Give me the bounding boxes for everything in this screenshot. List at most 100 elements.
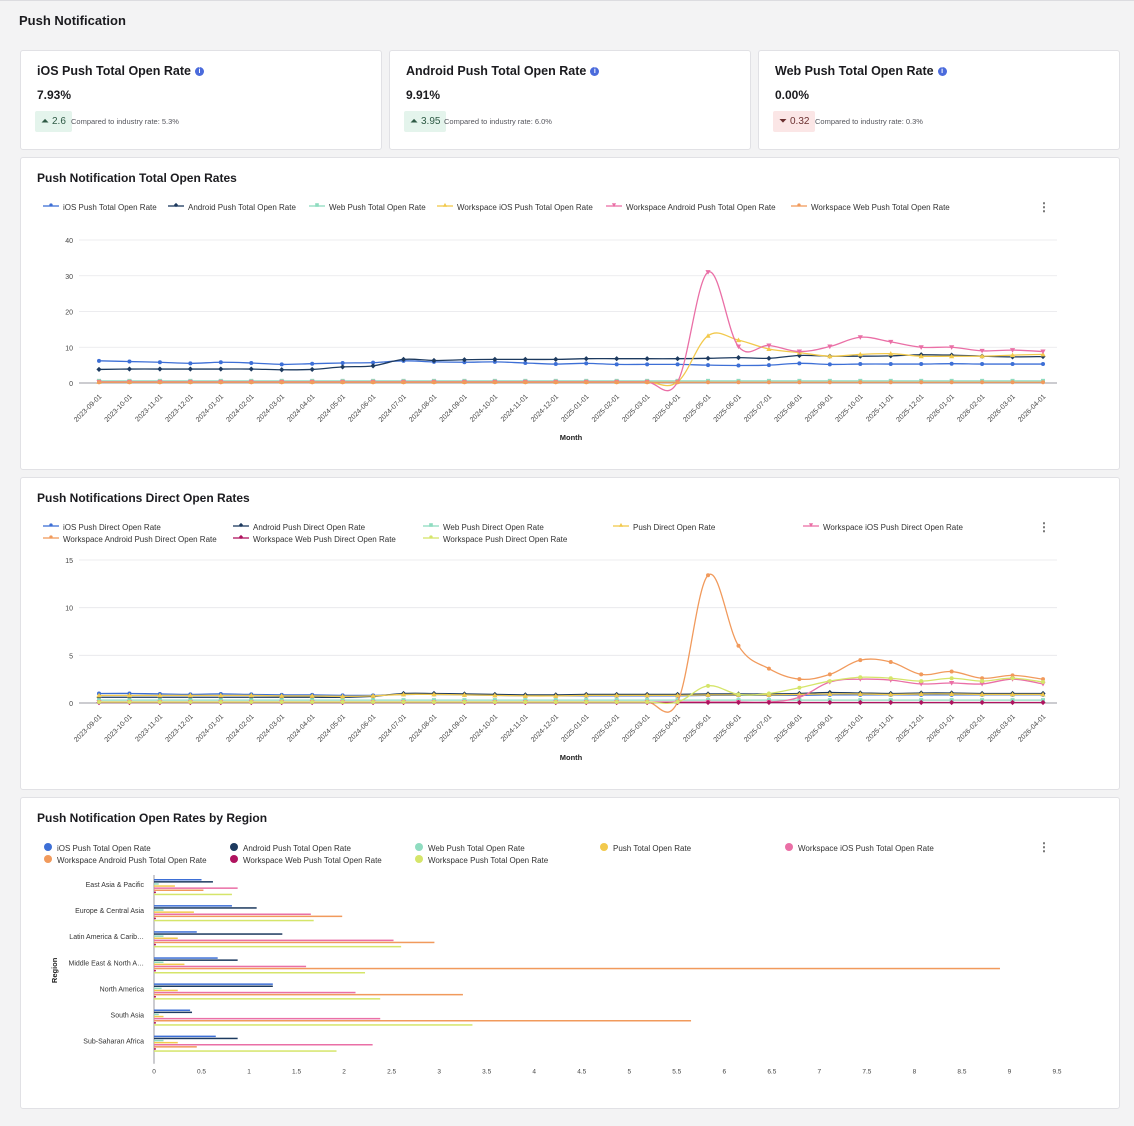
data-point[interactable] (492, 356, 498, 363)
data-point[interactable] (1041, 380, 1045, 385)
data-point[interactable] (1009, 352, 1016, 358)
data-point[interactable] (979, 348, 985, 354)
bar[interactable] (154, 917, 156, 920)
data-point[interactable] (431, 700, 436, 705)
data-point[interactable] (492, 692, 498, 698)
data-point[interactable] (674, 356, 681, 362)
data-point[interactable] (522, 356, 528, 363)
data-point[interactable] (614, 700, 619, 705)
data-point[interactable] (97, 358, 101, 363)
data-point[interactable] (370, 363, 376, 369)
data-point[interactable] (309, 693, 315, 698)
legend-item[interactable]: Workspace Web Push Total Open Rate (791, 202, 950, 212)
data-point[interactable] (766, 343, 772, 349)
data-point[interactable] (553, 362, 558, 367)
bar[interactable] (154, 989, 178, 992)
data-point[interactable] (310, 700, 315, 705)
data-point[interactable] (645, 380, 650, 385)
data-point[interactable] (949, 361, 954, 366)
bar[interactable] (154, 883, 159, 885)
legend-item[interactable]: Workspace Push Direct Open Rate (423, 534, 567, 544)
legend-item[interactable]: Workspace Android Push Total Open Rate (43, 854, 207, 866)
bar[interactable] (154, 935, 164, 937)
bar[interactable] (154, 1041, 178, 1044)
data-point[interactable] (979, 353, 985, 359)
data-point[interactable] (157, 366, 163, 372)
data-point[interactable] (279, 693, 285, 698)
data-point[interactable] (735, 355, 742, 361)
data-point[interactable] (584, 380, 589, 385)
bar[interactable] (154, 961, 164, 964)
data-point[interactable] (706, 683, 711, 688)
data-point[interactable] (796, 695, 802, 700)
data-point[interactable] (827, 362, 832, 367)
more-options-icon[interactable]: ⋮ (1038, 520, 1050, 534)
legend-item[interactable]: Workspace Android Push Direct Open Rate (43, 534, 217, 544)
data-point[interactable] (766, 380, 771, 385)
data-point[interactable] (614, 356, 620, 362)
bar[interactable] (154, 1050, 337, 1052)
data-point[interactable] (1041, 362, 1045, 367)
bar[interactable] (154, 1035, 216, 1038)
data-point[interactable] (279, 700, 284, 705)
bar[interactable] (154, 969, 156, 972)
data-point[interactable] (553, 700, 558, 705)
data-point[interactable] (796, 349, 802, 355)
legend-item[interactable]: Workspace Push Total Open Rate (414, 854, 548, 866)
data-point[interactable] (431, 357, 437, 364)
data-point[interactable] (645, 362, 650, 367)
data-point[interactable] (614, 692, 620, 698)
data-point[interactable] (523, 360, 528, 365)
info-icon[interactable]: i (590, 66, 600, 76)
data-point[interactable] (949, 691, 955, 696)
legend-item[interactable]: Android Push Total Open Rate (168, 202, 296, 212)
legend-item[interactable]: Workspace Web Push Total Open Rate (229, 854, 382, 866)
data-point[interactable] (309, 366, 315, 373)
data-point[interactable] (584, 361, 589, 366)
data-point[interactable] (949, 680, 955, 686)
data-point[interactable] (584, 700, 589, 705)
data-point[interactable] (1009, 691, 1016, 697)
bar[interactable] (154, 945, 402, 948)
bar[interactable] (154, 1048, 156, 1050)
legend-item[interactable]: Workspace Web Push Direct Open Rate (233, 534, 396, 544)
bar[interactable] (154, 1024, 473, 1026)
data-point[interactable] (979, 681, 985, 687)
data-point[interactable] (888, 660, 893, 665)
data-point[interactable] (370, 693, 376, 698)
bar[interactable] (154, 965, 307, 968)
data-point[interactable] (279, 362, 284, 367)
data-point[interactable] (310, 380, 315, 385)
bar[interactable] (154, 891, 156, 894)
bar[interactable] (154, 911, 194, 913)
data-point[interactable] (888, 380, 893, 385)
data-point[interactable] (980, 380, 985, 385)
bar[interactable] (154, 939, 394, 942)
data-point[interactable] (553, 693, 559, 698)
bar[interactable] (154, 881, 213, 883)
data-point[interactable] (279, 367, 285, 373)
data-point[interactable] (157, 380, 162, 385)
data-point[interactable] (583, 356, 589, 362)
data-point[interactable] (187, 366, 193, 372)
data-point[interactable] (918, 691, 924, 696)
bar[interactable] (154, 1013, 159, 1016)
legend-item[interactable]: iOS Push Direct Open Rate (43, 522, 161, 532)
bar[interactable] (154, 1039, 164, 1042)
data-point[interactable] (919, 679, 924, 684)
data-point[interactable] (766, 346, 772, 352)
bar[interactable] (154, 1017, 381, 1020)
data-point[interactable] (766, 691, 771, 696)
legend-item[interactable]: Android Push Total Open Rate (229, 842, 351, 854)
bar[interactable] (154, 913, 311, 916)
data-point[interactable] (340, 700, 345, 705)
data-point[interactable] (827, 672, 832, 677)
data-point[interactable] (858, 675, 863, 680)
data-point[interactable] (401, 700, 406, 705)
data-point[interactable] (736, 692, 741, 697)
data-point[interactable] (188, 700, 193, 705)
data-point[interactable] (888, 339, 894, 345)
bar[interactable] (154, 998, 381, 1000)
data-point[interactable] (797, 361, 802, 366)
data-point[interactable] (949, 380, 954, 385)
